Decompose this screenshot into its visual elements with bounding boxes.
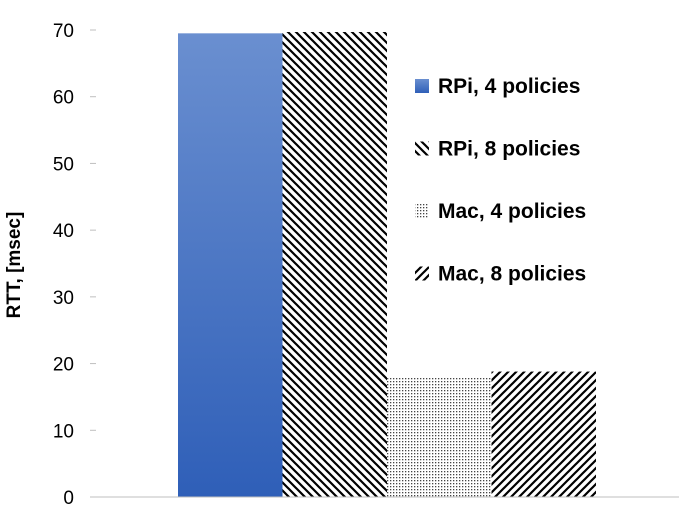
- y-tick-label: 70: [53, 21, 74, 42]
- bars: [178, 32, 596, 497]
- y-tick-label: 20: [53, 355, 74, 376]
- legend-swatch-1: [415, 79, 429, 93]
- legend: RPi, 4 policies RPi, 8 policies Mac, 4 pol…: [415, 75, 586, 286]
- legend-swatch-2: [415, 141, 429, 156]
- bar-series-2: [282, 32, 387, 497]
- y-tick-label: 0: [63, 488, 74, 509]
- legend-swatch-4: [415, 266, 429, 281]
- legend-label-3: Mac, 4 policies: [438, 200, 586, 223]
- y-tick-label: 40: [53, 221, 74, 242]
- y-tick-label: 60: [53, 88, 74, 109]
- legend-label-4: Mac, 8 policies: [438, 263, 586, 286]
- legend-label-2: RPi, 8 policies: [438, 138, 580, 161]
- bar-series-3: [387, 376, 492, 497]
- y-axis-ticks: 0 10 20 30 40 50 60 70: [53, 21, 96, 509]
- y-tick-label: 10: [53, 421, 74, 442]
- bar-series-4: [491, 371, 596, 497]
- y-tick-label: 30: [53, 288, 74, 309]
- legend-swatch-3: [415, 204, 429, 218]
- bar-series-1: [178, 33, 283, 497]
- y-tick-label: 50: [53, 154, 74, 175]
- y-axis-label: RTT, [msec]: [4, 212, 25, 319]
- legend-label-1: RPi, 4 policies: [438, 75, 580, 98]
